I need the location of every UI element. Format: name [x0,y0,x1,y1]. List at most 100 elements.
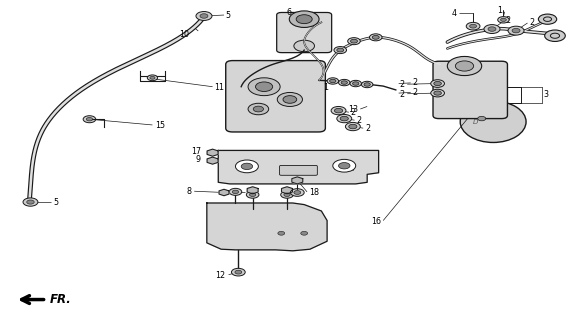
Circle shape [289,11,319,28]
Circle shape [346,123,360,131]
Circle shape [296,15,312,24]
Circle shape [484,25,500,34]
Text: 13: 13 [348,105,358,114]
Text: 11: 11 [214,83,224,92]
Circle shape [352,82,359,85]
Polygon shape [207,157,218,164]
Text: 2: 2 [412,88,417,97]
FancyBboxPatch shape [433,61,507,119]
Circle shape [498,17,509,23]
Text: 5: 5 [226,11,231,20]
Circle shape [283,96,297,103]
Polygon shape [281,187,293,194]
Circle shape [248,103,269,115]
Circle shape [150,76,155,79]
Text: 2: 2 [506,16,511,25]
Circle shape [229,188,242,196]
Text: 2: 2 [400,80,405,89]
Circle shape [235,160,258,173]
Circle shape [434,91,441,95]
Circle shape [340,116,348,121]
Circle shape [545,30,565,42]
Text: 2: 2 [400,90,405,99]
Text: 2: 2 [351,108,356,117]
Text: 9: 9 [196,155,201,164]
Circle shape [430,89,444,97]
Circle shape [278,231,285,235]
Circle shape [250,193,256,196]
Circle shape [23,198,38,206]
Circle shape [83,116,96,123]
Text: 15: 15 [156,121,165,130]
Circle shape [478,116,486,121]
Circle shape [248,78,280,96]
Circle shape [246,191,259,198]
Circle shape [430,80,444,87]
Text: 10: 10 [180,30,189,39]
Circle shape [232,190,239,194]
Circle shape [281,191,293,198]
Circle shape [470,24,476,28]
Circle shape [447,56,482,76]
Circle shape [337,48,344,52]
Text: 7: 7 [351,164,356,173]
Text: 1: 1 [497,6,502,15]
Text: 1: 1 [323,83,328,92]
Circle shape [348,38,360,45]
Text: 2: 2 [356,116,362,125]
Circle shape [235,270,242,274]
Circle shape [351,39,358,43]
Text: 16: 16 [371,217,381,226]
Text: 8: 8 [187,187,191,196]
Polygon shape [247,187,258,194]
Circle shape [373,36,379,39]
Text: 14: 14 [247,188,257,196]
Circle shape [200,14,208,18]
Circle shape [508,26,524,35]
Circle shape [455,61,474,71]
Circle shape [466,22,480,30]
Text: FR.: FR. [49,293,71,306]
Circle shape [329,79,336,83]
Text: 2: 2 [365,124,370,133]
Circle shape [362,81,373,88]
Text: 12: 12 [216,271,226,280]
Text: 17: 17 [191,147,201,156]
Circle shape [350,80,362,87]
FancyBboxPatch shape [277,12,332,52]
FancyBboxPatch shape [226,60,325,132]
Circle shape [339,163,350,169]
Circle shape [333,159,356,172]
Circle shape [290,189,304,196]
Circle shape [196,12,212,20]
Circle shape [341,81,347,84]
Circle shape [370,34,382,41]
Polygon shape [219,189,229,196]
Circle shape [241,163,253,170]
Text: 5: 5 [53,197,59,206]
Circle shape [512,28,520,33]
Circle shape [501,18,506,21]
Circle shape [231,268,245,276]
Circle shape [253,106,263,112]
Circle shape [255,82,273,92]
Circle shape [148,75,158,81]
Circle shape [294,40,315,52]
Text: 2: 2 [529,18,534,27]
Circle shape [335,108,343,113]
Circle shape [327,78,339,84]
FancyBboxPatch shape [280,165,317,175]
Text: 18: 18 [309,188,319,197]
Circle shape [349,124,357,129]
Circle shape [294,191,301,195]
Text: 3: 3 [544,90,549,99]
Text: D: D [474,119,479,125]
Circle shape [334,47,347,53]
Circle shape [337,115,352,123]
Polygon shape [207,203,327,251]
Circle shape [86,117,92,121]
Circle shape [538,14,557,24]
Text: 4: 4 [452,9,456,18]
Circle shape [364,83,370,86]
Circle shape [284,193,290,196]
